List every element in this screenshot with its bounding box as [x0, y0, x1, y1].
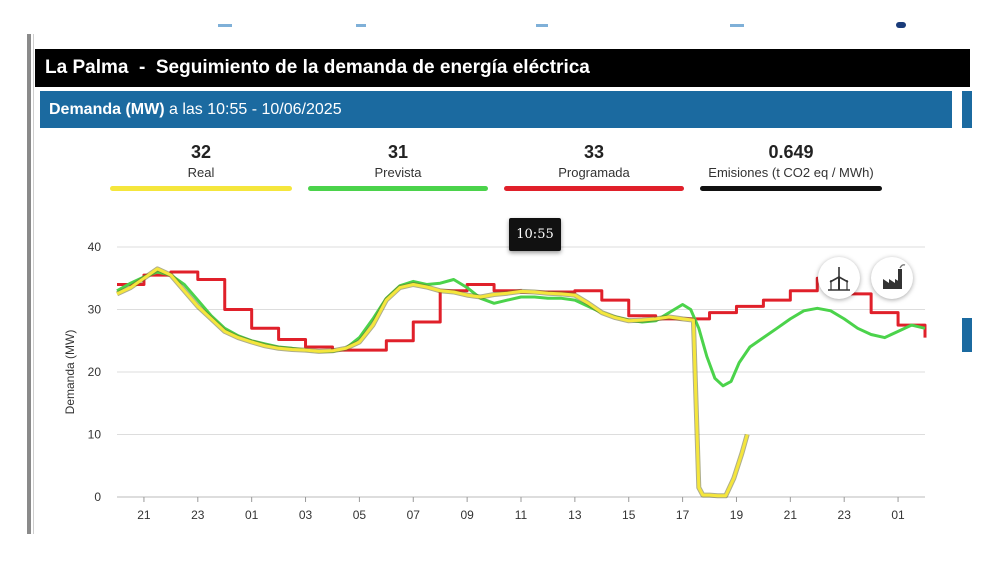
- fossil-generation-button[interactable]: [871, 257, 913, 299]
- x-tick-label: 15: [622, 508, 636, 522]
- side-panel-tab[interactable]: [962, 91, 972, 128]
- x-tick-label: 23: [191, 508, 205, 522]
- x-tick-label: 07: [407, 508, 421, 522]
- page-title: La Palma - Seguimiento de la demanda de …: [35, 49, 970, 87]
- wind-turbine-icon: [828, 267, 850, 291]
- summary-label: Programada: [558, 165, 630, 180]
- demand-chart[interactable]: 0 10 20 30 40 21 23 01 03 05 07 09 11 13 15 17 19 21 23 01 D…: [60, 230, 940, 530]
- subtitle-timestamp: a las 10:55 - 10/06/2025: [164, 101, 342, 118]
- summary-programada[interactable]: 33 Programada: [504, 140, 684, 191]
- series-real-shadow: [115, 266, 750, 499]
- x-tick-label: 21: [137, 508, 151, 522]
- y-tick-label: 10: [88, 428, 102, 442]
- summary-emisiones[interactable]: 0.649 Emisiones (t CO2 eq / MWh): [700, 140, 882, 191]
- y-axis-label: Demanda (MW): [63, 330, 77, 415]
- y-tick-label: 40: [88, 240, 102, 254]
- chart-subtitle: Demanda (MW) a las 10:55 - 10/06/2025: [40, 91, 952, 128]
- legend-bar-real: [110, 186, 292, 191]
- summary-prevista[interactable]: 31 Prevista: [308, 140, 488, 191]
- x-tick-label: 21: [784, 508, 798, 522]
- legend-bar-emisiones: [700, 186, 882, 191]
- top-toolbar-fragment: [40, 0, 970, 34]
- legend-bar-prevista: [308, 186, 488, 191]
- x-tick-label: 23: [838, 508, 852, 522]
- subtitle-metric: Demanda (MW): [49, 101, 165, 118]
- x-tick-label: 03: [299, 508, 313, 522]
- renewables-button[interactable]: [818, 257, 860, 299]
- frame-left-rule-thin: [33, 34, 34, 534]
- x-tick-label: 19: [730, 508, 744, 522]
- summary-value: 0.649: [768, 142, 814, 162]
- summary-value: 33: [583, 142, 605, 162]
- side-panel-tab[interactable]: [962, 318, 972, 352]
- factory-icon: [883, 264, 906, 289]
- x-tick-label: 11: [515, 508, 528, 522]
- x-tick-label: 09: [460, 508, 474, 522]
- y-tick-label: 30: [88, 303, 102, 317]
- legend-bar-programada: [504, 186, 684, 191]
- summary-label: Prevista: [374, 165, 422, 180]
- summary-label: Emisiones (t CO2 eq / MWh): [708, 165, 874, 180]
- y-tick-label: 0: [94, 490, 101, 504]
- x-tick-label: 05: [353, 508, 367, 522]
- time-tooltip: 10:55: [509, 218, 561, 251]
- frame-left-rule: [27, 34, 31, 534]
- summary-value: 31: [387, 142, 409, 162]
- summary-label: Real: [187, 165, 215, 180]
- summary-value: 32: [190, 142, 212, 162]
- x-tick-label: 17: [676, 508, 690, 522]
- series-line-real: [116, 267, 749, 498]
- x-tick-label: 13: [568, 508, 582, 522]
- x-tick-label: 01: [245, 508, 259, 522]
- summary-real[interactable]: 32 Real: [110, 140, 292, 191]
- y-tick-label: 20: [88, 365, 102, 379]
- x-tick-label: 01: [891, 508, 905, 522]
